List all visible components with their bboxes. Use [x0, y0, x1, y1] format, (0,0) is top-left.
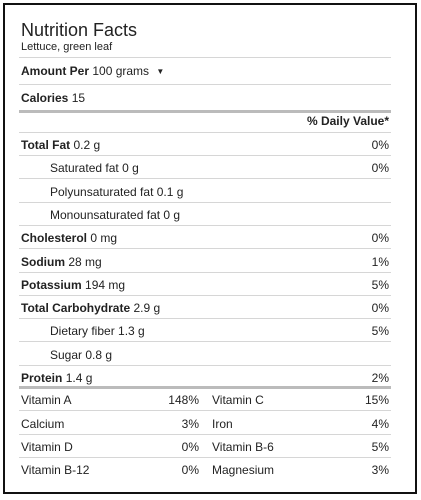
nutrient-amount: 0 g [163, 207, 181, 222]
title: Nutrition Facts [21, 20, 138, 40]
nutrient-dv: 0% [371, 301, 389, 316]
nutrient-name: Sugar [50, 347, 83, 362]
divider [19, 271, 391, 273]
nutrient-row: Sugar 0.8 g [50, 348, 112, 362]
label-frame [3, 3, 417, 494]
vitamin-dv: 0% [181, 439, 199, 454]
divider [19, 341, 391, 343]
vitamin-name: Iron [212, 416, 233, 431]
nutrient-amount: 0 g [122, 161, 139, 176]
vitamin-dv: 0% [181, 463, 199, 478]
nutrient-amount: 0.1 g [156, 184, 184, 199]
subtitle: Lettuce, green leaf [21, 41, 113, 53]
nutrient-amount: 1.4 g [65, 371, 93, 385]
vitamin-dv: 4% [371, 416, 389, 431]
nutrient-dv: 5% [371, 277, 389, 292]
vitamin-name: Vitamin C [212, 393, 264, 408]
divider [19, 318, 391, 320]
nutrient-dv: 0% [371, 138, 389, 152]
nutrient-row: Polyunsaturated fat 0.1 g [50, 185, 183, 199]
nutrient-row: Dietary fiber 1.3 g [50, 324, 145, 338]
thick-divider [19, 386, 391, 390]
divider [19, 248, 391, 250]
nutrient-dv: 5% [371, 324, 389, 339]
nutrient-row: Total Carbohydrate 2.9 g [21, 301, 160, 315]
nutrient-name: Monounsaturated fat [50, 207, 161, 222]
amount-label: Amount Per [21, 64, 90, 78]
divider [19, 201, 391, 203]
nutrient-row: Monounsaturated fat 0 g [50, 208, 180, 222]
nutrient-row: Total Fat 0.2 g [21, 138, 100, 152]
vitamin-name: Calcium [21, 416, 65, 431]
divider [19, 57, 391, 58]
divider [19, 456, 391, 458]
vitamin-name: Vitamin A [21, 393, 72, 408]
vitamin-dv: 3% [371, 463, 389, 478]
nutrient-row: Protein 1.4 g [21, 371, 92, 385]
nutrient-dv: 0% [371, 161, 389, 176]
nutrient-amount: 1.3 g [118, 324, 145, 339]
vitamin-name: Vitamin B-12 [21, 463, 90, 478]
nutrient-row: Cholesterol 0 mg [21, 231, 117, 245]
nutrient-amount: 194 mg [85, 277, 126, 292]
divider [19, 364, 391, 366]
nutrient-name: Potassium [21, 277, 82, 292]
nutrient-amount: 28 mg [68, 254, 102, 269]
divider [19, 224, 391, 226]
vitamin-dv: 15% [364, 393, 389, 408]
amount-value: 100 grams [92, 64, 150, 78]
vitamin-name: Vitamin B-6 [212, 439, 274, 454]
divider [19, 433, 391, 435]
vitamin-name: Magnesium [212, 463, 275, 478]
nutrient-name: Total Carbohydrate [21, 301, 131, 316]
nutrient-row: Sodium 28 mg [21, 255, 102, 269]
thick-divider [19, 110, 391, 113]
divider [19, 155, 391, 156]
nutrient-name: Total Fat [21, 138, 71, 152]
nutrient-dv: 1% [371, 254, 389, 269]
nutrient-amount: 0 mg [90, 231, 118, 246]
nutrient-dv: 0% [371, 231, 389, 246]
divider [19, 84, 391, 85]
nutrient-amount: 2.9 g [133, 301, 161, 316]
vitamin-dv: 148% [168, 393, 199, 408]
nutrient-name: Polyunsaturated fat [50, 184, 154, 199]
divider [19, 294, 391, 296]
divider [19, 132, 391, 133]
divider [19, 410, 391, 412]
amount-row[interactable]: Amount Per 100 grams ▼ [21, 64, 164, 79]
nutrient-row: Potassium 194 mg [21, 278, 125, 292]
calories-value: 15 [71, 91, 86, 105]
divider [19, 178, 391, 180]
calories-label: Calories [21, 91, 69, 105]
nutrient-name: Protein [21, 371, 63, 385]
nutrient-amount: 0.2 g [73, 138, 101, 152]
nutrient-amount: 0.8 g [85, 347, 113, 362]
nutrient-row: Saturated fat 0 g [50, 161, 139, 175]
daily-value-header: % Daily Value* [306, 114, 389, 128]
vitamin-name: Vitamin D [21, 439, 73, 454]
vitamin-dv: 3% [181, 416, 199, 431]
vitamin-dv: 5% [371, 439, 389, 454]
nutrient-dv: 2% [371, 371, 389, 385]
nutrient-name: Sodium [21, 254, 65, 269]
dropdown-icon[interactable]: ▼ [156, 67, 165, 76]
nutrient-name: Saturated fat [50, 161, 119, 176]
calories-row: Calories 15 [21, 91, 85, 105]
nutrient-name: Cholesterol [21, 231, 88, 246]
nutrient-name: Dietary fiber [50, 324, 115, 339]
